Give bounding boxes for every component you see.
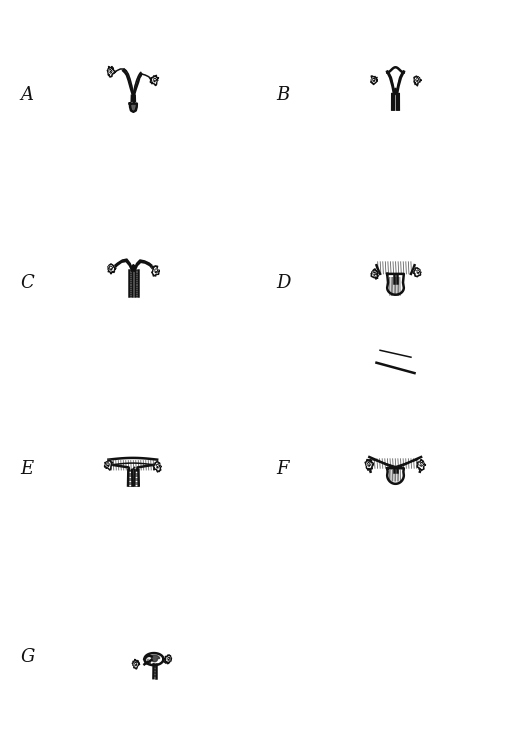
Polygon shape	[106, 462, 110, 466]
Polygon shape	[167, 657, 170, 660]
Polygon shape	[155, 271, 157, 273]
Text: F: F	[277, 460, 289, 478]
Polygon shape	[372, 78, 375, 82]
Text: G: G	[21, 648, 35, 666]
Polygon shape	[123, 69, 133, 96]
Polygon shape	[365, 459, 373, 470]
Polygon shape	[371, 76, 377, 84]
Polygon shape	[367, 462, 371, 467]
Polygon shape	[373, 80, 374, 81]
Polygon shape	[374, 274, 375, 275]
Polygon shape	[134, 260, 153, 271]
Polygon shape	[108, 67, 115, 77]
Polygon shape	[368, 465, 370, 466]
Polygon shape	[387, 274, 404, 295]
Polygon shape	[134, 662, 137, 666]
Polygon shape	[104, 460, 113, 470]
Polygon shape	[151, 655, 160, 662]
Polygon shape	[150, 75, 159, 86]
Polygon shape	[394, 89, 397, 94]
Polygon shape	[109, 266, 113, 271]
Polygon shape	[110, 268, 112, 270]
Polygon shape	[417, 459, 425, 470]
Polygon shape	[109, 69, 112, 74]
Polygon shape	[156, 464, 160, 468]
Text: E: E	[21, 460, 34, 478]
Polygon shape	[414, 76, 421, 86]
Polygon shape	[144, 653, 163, 666]
Text: D: D	[277, 274, 291, 293]
Polygon shape	[132, 265, 134, 271]
Polygon shape	[133, 91, 134, 96]
Polygon shape	[153, 78, 157, 82]
Polygon shape	[110, 71, 111, 74]
Polygon shape	[168, 659, 169, 660]
Polygon shape	[420, 462, 423, 467]
Polygon shape	[414, 268, 420, 277]
Polygon shape	[130, 104, 137, 112]
Polygon shape	[397, 71, 404, 94]
Text: C: C	[21, 274, 35, 293]
Polygon shape	[373, 271, 376, 276]
Polygon shape	[134, 72, 141, 96]
Polygon shape	[417, 80, 418, 82]
Polygon shape	[387, 71, 394, 94]
Polygon shape	[165, 655, 172, 664]
Polygon shape	[420, 465, 422, 466]
Polygon shape	[157, 466, 158, 468]
Polygon shape	[135, 664, 136, 666]
Polygon shape	[154, 80, 155, 82]
Polygon shape	[416, 77, 419, 82]
Polygon shape	[108, 264, 115, 274]
Text: A: A	[21, 86, 34, 105]
Polygon shape	[114, 259, 132, 271]
Polygon shape	[154, 268, 158, 273]
Polygon shape	[417, 270, 420, 274]
Polygon shape	[154, 462, 161, 472]
Polygon shape	[417, 271, 419, 274]
Polygon shape	[387, 468, 404, 484]
Text: B: B	[277, 86, 290, 105]
Polygon shape	[132, 660, 139, 669]
Polygon shape	[371, 269, 378, 279]
Polygon shape	[107, 465, 109, 467]
Polygon shape	[152, 265, 159, 276]
